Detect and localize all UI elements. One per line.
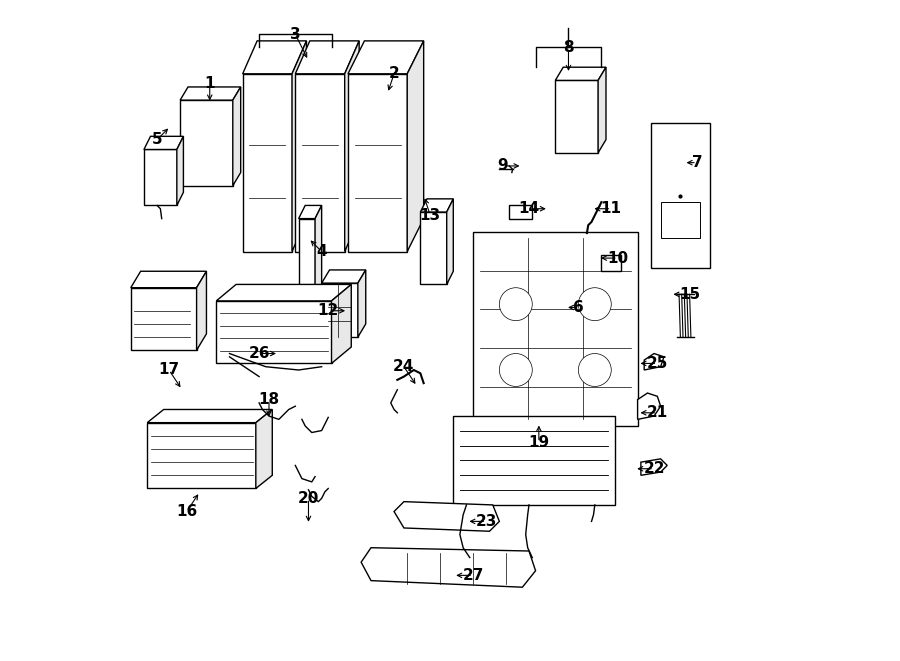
Polygon shape (348, 41, 424, 74)
Polygon shape (407, 41, 424, 252)
Polygon shape (321, 270, 365, 283)
Text: 25: 25 (647, 356, 668, 371)
Circle shape (500, 288, 532, 321)
Polygon shape (295, 41, 359, 74)
Text: 9: 9 (498, 159, 508, 173)
Text: 3: 3 (290, 27, 301, 42)
Polygon shape (641, 459, 667, 475)
Polygon shape (637, 393, 661, 419)
Text: 18: 18 (258, 392, 280, 407)
Polygon shape (454, 416, 615, 505)
Text: 22: 22 (644, 461, 665, 476)
Text: 19: 19 (528, 435, 549, 450)
Polygon shape (243, 41, 307, 74)
Text: 26: 26 (248, 346, 270, 361)
Text: 2: 2 (389, 66, 400, 81)
Polygon shape (321, 283, 358, 337)
Text: 5: 5 (152, 132, 162, 147)
Text: 1: 1 (204, 76, 215, 91)
Circle shape (500, 354, 532, 387)
Text: 27: 27 (463, 568, 483, 583)
Text: 7: 7 (691, 155, 702, 170)
Polygon shape (295, 74, 345, 252)
Polygon shape (331, 284, 351, 364)
Circle shape (579, 288, 611, 321)
Polygon shape (394, 502, 500, 531)
Polygon shape (144, 149, 176, 206)
Polygon shape (144, 136, 184, 149)
Text: 12: 12 (318, 303, 339, 318)
Text: 14: 14 (518, 201, 539, 216)
Polygon shape (180, 100, 233, 186)
Polygon shape (243, 74, 292, 252)
Polygon shape (315, 206, 321, 297)
Polygon shape (509, 206, 532, 219)
Polygon shape (299, 219, 315, 297)
Polygon shape (598, 67, 606, 153)
Polygon shape (644, 354, 664, 370)
Polygon shape (661, 202, 700, 239)
Polygon shape (148, 422, 256, 488)
Polygon shape (216, 301, 331, 364)
Text: 16: 16 (176, 504, 197, 519)
Circle shape (579, 354, 611, 387)
Polygon shape (130, 288, 196, 350)
Polygon shape (348, 74, 407, 252)
Polygon shape (196, 271, 206, 350)
Text: 13: 13 (419, 208, 441, 223)
Polygon shape (361, 548, 536, 587)
Polygon shape (446, 199, 454, 284)
Text: 23: 23 (475, 514, 497, 529)
Text: 15: 15 (680, 287, 701, 302)
Polygon shape (216, 284, 351, 301)
Text: 20: 20 (298, 491, 320, 506)
Polygon shape (256, 409, 273, 488)
Text: 6: 6 (573, 300, 584, 315)
Text: 8: 8 (563, 40, 574, 55)
Polygon shape (601, 254, 621, 271)
Polygon shape (345, 41, 359, 252)
Text: 24: 24 (393, 359, 415, 374)
Polygon shape (420, 212, 446, 284)
Polygon shape (130, 271, 206, 288)
Polygon shape (555, 67, 606, 81)
Text: 4: 4 (316, 244, 327, 259)
Polygon shape (292, 41, 307, 252)
Polygon shape (180, 87, 240, 100)
Polygon shape (233, 87, 240, 186)
Polygon shape (555, 81, 598, 153)
Text: 17: 17 (158, 362, 179, 377)
Polygon shape (651, 123, 710, 268)
Text: 21: 21 (647, 405, 668, 420)
Polygon shape (473, 232, 637, 426)
Polygon shape (420, 199, 454, 212)
Polygon shape (299, 206, 321, 219)
Text: 11: 11 (601, 201, 622, 216)
Polygon shape (358, 270, 365, 337)
Text: 10: 10 (608, 251, 628, 266)
Polygon shape (176, 136, 184, 206)
Polygon shape (148, 409, 273, 422)
